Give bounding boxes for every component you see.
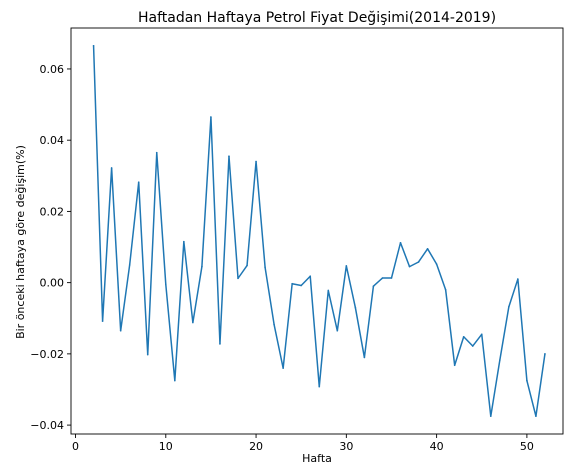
data-point xyxy=(499,359,501,362)
y-tick-label: −0.04 xyxy=(30,419,64,432)
y-tick-label: 0.02 xyxy=(40,205,65,218)
y-axis-ticks: −0.04 −0.02 0.00 0.02 0.04 0.06 xyxy=(30,63,71,432)
data-point xyxy=(291,282,293,285)
data-point xyxy=(535,415,537,417)
data-point xyxy=(309,275,312,278)
data-point xyxy=(119,329,122,332)
data-point xyxy=(462,335,465,338)
data-point xyxy=(101,320,104,322)
data-point xyxy=(336,329,339,332)
x-tick-label: 10 xyxy=(159,440,173,453)
data-point xyxy=(192,321,194,324)
data-point xyxy=(417,261,420,263)
data-point xyxy=(255,160,257,163)
data-point xyxy=(174,379,176,382)
data-point xyxy=(264,266,266,269)
data-point xyxy=(92,45,95,47)
series-group xyxy=(92,45,546,417)
data-point xyxy=(390,277,393,279)
data-point xyxy=(273,323,275,326)
data-point xyxy=(155,151,158,154)
data-point xyxy=(363,356,366,359)
data-point xyxy=(128,264,131,266)
data-point xyxy=(508,306,510,308)
data-point xyxy=(282,367,284,369)
data-point xyxy=(372,285,375,288)
data-point xyxy=(408,265,411,268)
data-point xyxy=(219,343,221,345)
chart-title: Haftadan Haftaya Petrol Fiyat Değişimi(2… xyxy=(138,10,496,26)
x-tick-label: 40 xyxy=(430,440,444,453)
y-tick-label: 0.00 xyxy=(40,277,65,290)
data-point xyxy=(137,181,140,184)
data-point xyxy=(237,277,239,280)
data-point xyxy=(201,265,203,268)
y-tick-label: −0.02 xyxy=(30,348,64,361)
y-tick-label: 0.04 xyxy=(40,134,65,147)
data-point xyxy=(354,306,357,309)
x-axis-ticks: 0 10 20 30 40 50 xyxy=(72,434,534,453)
data-point xyxy=(210,116,212,118)
data-point xyxy=(110,167,113,169)
data-point xyxy=(471,345,474,347)
data-point xyxy=(526,379,528,382)
data-point xyxy=(480,333,483,336)
data-point xyxy=(345,265,348,267)
data-point xyxy=(246,264,248,267)
data-point xyxy=(453,364,456,367)
data-point xyxy=(426,248,429,250)
data-point xyxy=(517,278,519,280)
y-axis-label: Bir önceki haftaya göre değişim(%) xyxy=(14,145,27,339)
x-tick-label: 0 xyxy=(72,440,79,453)
data-point xyxy=(146,353,149,356)
data-point xyxy=(300,284,303,287)
data-point xyxy=(183,240,185,243)
data-point xyxy=(544,353,546,355)
plot-area-frame xyxy=(70,27,564,435)
data-point xyxy=(228,155,230,158)
data-point xyxy=(444,288,447,291)
series-line xyxy=(92,45,546,417)
x-axis-label: Hafta xyxy=(302,452,332,465)
data-point xyxy=(399,241,402,244)
data-point xyxy=(435,263,438,265)
data-point xyxy=(318,385,321,388)
data-point xyxy=(164,283,167,286)
y-tick-label: 0.06 xyxy=(40,63,65,76)
data-point xyxy=(489,415,492,417)
data-point xyxy=(327,289,330,292)
x-tick-label: 50 xyxy=(520,440,534,453)
data-point xyxy=(381,277,384,279)
x-tick-label: 20 xyxy=(249,440,263,453)
x-tick-label: 30 xyxy=(339,440,353,453)
